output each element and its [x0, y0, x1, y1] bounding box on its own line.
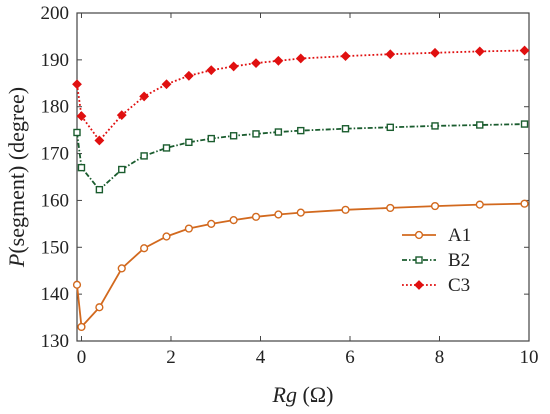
data-point — [475, 200, 484, 209]
y-tick-label: 180 — [41, 97, 70, 118]
data-point — [206, 65, 217, 76]
data-point — [118, 165, 126, 174]
data-point — [73, 128, 81, 137]
legend-item-C3: C3 — [402, 275, 470, 296]
data-point — [185, 138, 193, 147]
data-point — [430, 47, 440, 58]
y-tick-label: 170 — [41, 144, 70, 165]
data-point — [520, 120, 529, 128]
data-point — [228, 61, 239, 72]
data-point — [229, 132, 238, 140]
legend-item-A1: A1 — [402, 225, 471, 246]
plot-frame — [76, 12, 530, 342]
y-tick-label: 150 — [41, 237, 70, 258]
data-point — [72, 280, 82, 289]
data-point — [476, 121, 484, 129]
data-point — [251, 58, 261, 69]
x-tick-label: 4 — [256, 347, 266, 368]
legend-marker — [414, 230, 424, 240]
x-tick-label: 0 — [77, 347, 87, 368]
legend: A1 B2 C3 — [402, 225, 471, 296]
data-point — [229, 216, 238, 225]
legend-label: B2 — [448, 250, 470, 271]
data-point — [207, 219, 216, 228]
data-point — [117, 264, 126, 273]
data-point — [162, 144, 171, 152]
data-point — [183, 70, 194, 81]
y-tick-label: 160 — [41, 190, 70, 211]
legend-label: C3 — [448, 275, 470, 296]
x-tick-label: 10 — [520, 347, 539, 368]
y-axis-label: P(segment) (degree) — [4, 87, 29, 268]
data-point — [520, 199, 529, 208]
data-point — [385, 49, 396, 60]
y-tick-label: 140 — [41, 284, 70, 305]
y-axis-ticks: 130 140 150 160 170 180 190 200 — [41, 3, 529, 352]
y-tick-label: 190 — [41, 50, 70, 71]
data-point — [161, 79, 172, 90]
x-tick-label: 8 — [435, 347, 445, 368]
data-point — [76, 111, 87, 121]
x-tick-label: 2 — [166, 347, 176, 368]
data-point — [116, 110, 127, 121]
data-point — [386, 203, 395, 213]
data-point — [139, 91, 150, 102]
data-point — [251, 212, 261, 221]
data-point — [431, 122, 439, 130]
data-point — [296, 208, 305, 217]
data-point — [295, 53, 306, 64]
legend-marker — [414, 280, 424, 290]
data-point — [341, 205, 350, 214]
data-point — [341, 125, 350, 133]
series-C3 — [72, 45, 530, 146]
data-point — [430, 201, 440, 211]
data-point — [274, 210, 283, 219]
data-point — [77, 163, 86, 172]
data-point — [77, 322, 86, 332]
x-axis-ticks: 0 2 4 6 8 10 — [77, 13, 539, 368]
series-A1 — [72, 199, 529, 332]
data-point — [273, 55, 284, 66]
x-tick-label: 6 — [345, 347, 355, 368]
legend-marker — [415, 256, 423, 264]
data-point — [207, 134, 215, 143]
legend-label: A1 — [448, 225, 471, 246]
series-layer — [72, 45, 530, 332]
legend-item-B2: B2 — [402, 250, 470, 271]
data-point — [252, 130, 260, 138]
data-point — [184, 224, 193, 233]
y-tick-label: 130 — [41, 331, 70, 352]
data-point — [274, 128, 283, 136]
x-axis-label: Rg (Ω) — [272, 382, 334, 407]
data-point — [72, 79, 82, 90]
series-B2 — [73, 120, 529, 194]
data-point — [140, 244, 149, 253]
data-point — [95, 303, 104, 312]
data-point — [340, 51, 351, 62]
data-point — [162, 232, 171, 241]
y-tick-label: 200 — [41, 3, 70, 24]
data-point — [297, 126, 305, 135]
data-point — [94, 135, 105, 146]
data-point — [386, 123, 394, 132]
data-point — [474, 46, 485, 57]
data-point — [519, 45, 530, 56]
data-point — [140, 152, 148, 160]
data-point — [95, 185, 104, 194]
